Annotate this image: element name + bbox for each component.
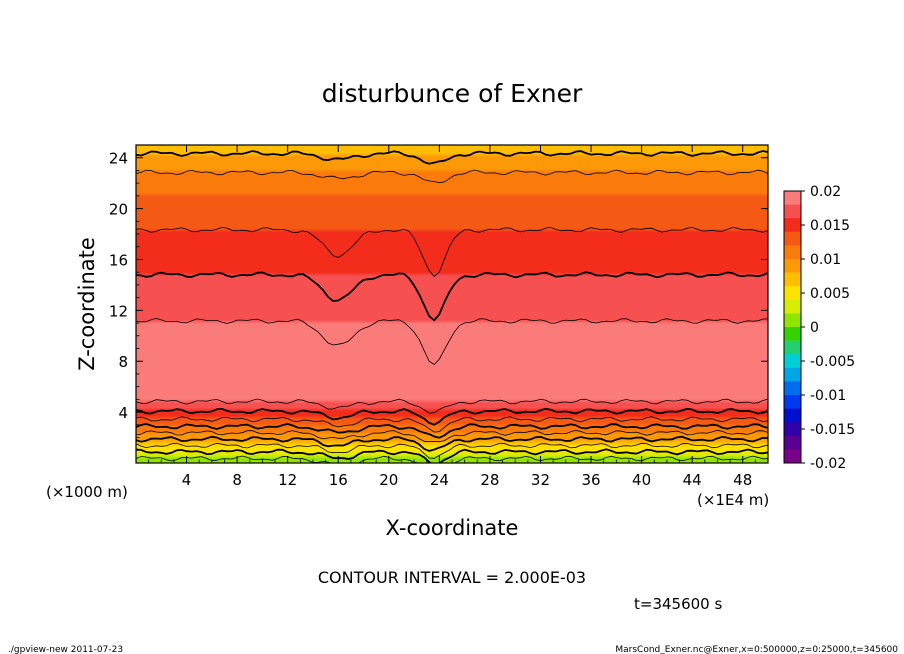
x-tick-label: 44	[683, 471, 702, 489]
contour-line	[136, 150, 768, 165]
contour-line	[136, 455, 768, 463]
footer-left: ./gpview-new 2011-07-23	[8, 645, 123, 654]
x-tick-label: 32	[531, 471, 550, 489]
contour-lines	[136, 150, 768, 463]
y-tick-label: 24	[109, 150, 128, 168]
y-axis-unit: (×1000 m)	[46, 483, 128, 501]
x-tick-label: 16	[329, 471, 348, 489]
colorbar-swatch	[784, 204, 801, 219]
y-tick-label: 4	[118, 404, 128, 422]
contour-line	[136, 169, 768, 184]
colorbar-swatch	[784, 327, 801, 341]
colorbar-label: -0.005	[810, 354, 855, 370]
x-tick-label: 40	[632, 471, 651, 489]
colorbar-label: -0.02	[810, 456, 846, 472]
colorbar-swatch	[784, 286, 801, 301]
x-tick-label: 20	[379, 471, 398, 489]
colorbar-swatch	[784, 231, 801, 246]
contour-line	[136, 442, 768, 459]
contour-line	[136, 429, 768, 443]
colorbar-swatch	[784, 408, 801, 423]
footer-right: MarsCond_Exner.nc@Exner,x=0:500000,z=0:2…	[615, 645, 898, 654]
colorbar-label: 0	[810, 320, 819, 336]
colorbar-swatch	[784, 245, 801, 260]
x-axis-unit: (×1E4 m)	[697, 491, 769, 509]
colorbar-labels: 0.02 0.015 0.01 0.005 0 -0.005 -0.01 -0.015 -0.0…	[801, 184, 855, 472]
x-tick-label: 4	[182, 471, 192, 489]
colorbar-label: 0.02	[810, 184, 841, 200]
colorbar-swatch	[784, 299, 801, 314]
contour-line	[136, 317, 768, 366]
time-label: t=345600 s	[634, 595, 722, 613]
contour-line	[136, 271, 768, 322]
x-tick-label: 24	[430, 471, 449, 489]
colorbar-swatch	[784, 395, 801, 409]
x-axis: 4 8 12 16 20 24 28 32 36 40 44 48	[148, 145, 756, 489]
y-tick-label: 12	[109, 302, 128, 320]
x-tick-label: 8	[232, 471, 242, 489]
colorbar-swatch	[784, 354, 801, 369]
colorbar-swatch	[784, 218, 801, 233]
chart-title: disturbunce of Exner	[322, 79, 583, 108]
x-tick-label: 36	[581, 471, 600, 489]
colorbar-swatch	[784, 422, 801, 437]
contour-line	[136, 448, 768, 463]
contour-line	[136, 407, 768, 426]
y-tick-label: 8	[118, 353, 128, 371]
colorbar-swatch	[784, 449, 801, 464]
colorbar-label: -0.01	[810, 388, 846, 404]
x-tick-label: 28	[480, 471, 499, 489]
field-fill	[136, 145, 768, 463]
contour-line	[136, 422, 768, 439]
colorbar-label: -0.015	[810, 422, 855, 438]
y-tick-label: 20	[109, 201, 128, 219]
colorbar-swatch	[784, 313, 801, 328]
y-axis-label: Z-coordinate	[75, 237, 99, 371]
contour-line	[136, 398, 768, 414]
x-tick-label: 48	[733, 471, 752, 489]
colorbar	[783, 190, 802, 464]
x-tick-label: 12	[278, 471, 297, 489]
colorbar-label: 0.01	[810, 252, 841, 268]
contour-interval-label: CONTOUR INTERVAL = 2.000E-03	[318, 568, 586, 587]
plot-area	[136, 145, 768, 463]
colorbar-swatch	[784, 435, 801, 450]
y-axis: 4 8 12 16 20 24	[109, 150, 768, 451]
contour-line	[136, 226, 768, 277]
colorbar-swatch	[784, 191, 801, 205]
colorbar-label: 0.015	[810, 218, 850, 234]
contour-line	[136, 435, 768, 452]
colorbar-swatch	[784, 340, 801, 355]
colorbar-label: 0.005	[810, 286, 850, 302]
colorbar-swatch	[784, 381, 801, 396]
colorbar-swatch	[784, 367, 801, 382]
colorbar-swatch	[784, 259, 801, 273]
colorbar-swatch	[784, 272, 801, 287]
y-tick-label: 16	[109, 251, 128, 269]
contour-line	[136, 416, 768, 433]
x-axis-label: X-coordinate	[386, 516, 519, 540]
